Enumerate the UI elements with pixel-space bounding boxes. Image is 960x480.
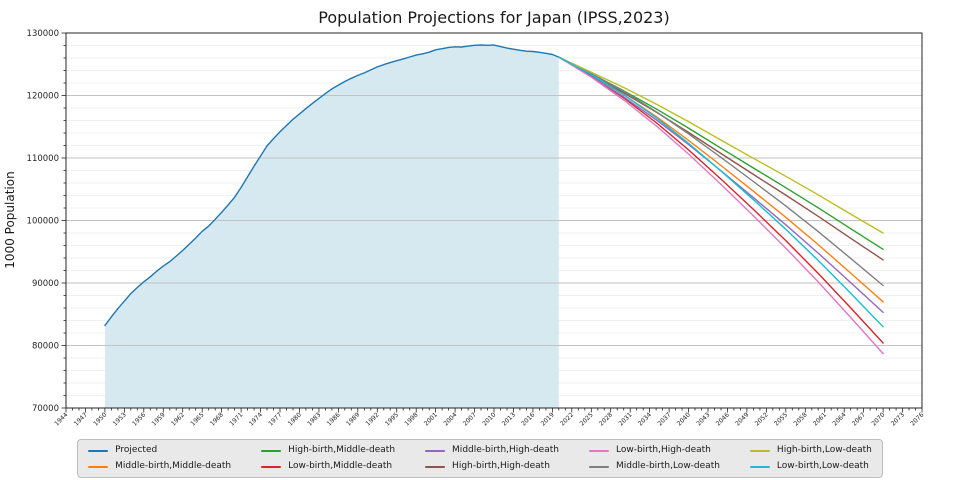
y-tick-label: 130000 [27,29,59,39]
legend-line-swatch [261,449,282,452]
x-tick-label: 2007 [462,411,478,427]
x-tick-label: 2010 [481,411,497,427]
legend-line-swatch [425,465,446,468]
x-tick-label: 1947 [73,411,89,427]
legend-label: Middle-birth,Low-death [615,461,720,471]
x-tick-label: 2049 [734,411,750,427]
x-tick-label: 2019 [540,411,556,427]
y-tick-label: 100000 [27,217,59,227]
x-tick-label: 2043 [695,411,711,427]
historical-area-layer [104,45,559,408]
legend-line-swatch [425,449,446,452]
y-tick-label: 80000 [32,342,59,352]
y-tick-label: 70000 [32,404,59,414]
series-line-projected [104,44,560,327]
legend-item-high-birth-high-death: High-birth,High-death [425,460,559,473]
y-tick-label: 120000 [27,92,59,102]
x-tick-label: 2001 [423,411,439,427]
legend-item-low-birth-high-death: Low-birth,High-death [588,444,720,457]
x-tick-label: 1986 [326,411,342,427]
legend-line-swatch [588,465,609,468]
x-tick-label: 2004 [442,411,458,427]
x-tick-label: 1977 [267,411,283,427]
legend-label: High-birth,High-death [452,461,550,471]
legend-line-swatch [88,449,109,452]
legend-label: Low-birth,High-death [615,445,711,455]
x-tick-label: 1989 [345,411,361,427]
legend-line-swatch [588,449,609,452]
x-tick-label: 1950 [92,411,108,427]
series-line-high-birth-low-death [558,56,884,234]
x-tick-label: 1998 [404,411,420,427]
x-tick-label: 1959 [151,411,167,427]
x-tick-label: 2022 [559,411,575,427]
legend-item-high-birth-low-death: High-birth,Low-death [749,444,872,457]
series-line-low-birth-high-death [558,56,884,355]
x-tick-label: 2031 [618,411,634,427]
chart-title: Population Projections for Japan (IPSS,2… [318,8,669,27]
x-tick-label: 1980 [287,411,303,427]
legend-label: Low-birth,Low-death [776,461,869,471]
axis-ticks [61,32,923,413]
series-line-low-birth-low-death [558,56,884,328]
legend-item-middle-birth-low-death: Middle-birth,Low-death [588,460,720,473]
legend-item-middle-birth-high-death: Middle-birth,High-death [425,444,559,457]
y-axis-label: 1000 Population [3,171,17,268]
x-tick-label: 1956 [131,411,147,427]
legend-item-projected: Projected [88,444,231,457]
x-tick-label: 1962 [170,411,186,427]
x-tick-label: 2058 [793,411,809,427]
legend-label: High-birth,Low-death [776,445,872,455]
chart-canvas: 1944 1947 1950 1953 1956 1959 1962 1965 1968 1971… [3,8,925,428]
x-tick-label: 2016 [520,411,536,427]
x-tick-label: 1953 [112,411,128,427]
chart-legend: Projected Middle-birth,Middle-death High-b… [77,439,883,478]
x-tick-label: 2037 [656,411,672,427]
x-tick-label: 2076 [909,411,925,427]
legend-label: Middle-birth,High-death [452,445,559,455]
historical-area [104,45,559,408]
legend-item-low-birth-low-death: Low-birth,Low-death [749,460,872,473]
series-lines [104,44,884,355]
legend-item-low-birth-middle-death: Low-birth,Middle-death [261,460,395,473]
y-tick-label: 110000 [27,154,59,164]
legend-label: Low-birth,Middle-death [288,461,393,471]
x-tick-label: 1992 [365,411,381,427]
x-tick-label: 2034 [637,411,653,427]
legend-line-swatch [749,465,770,468]
x-tick-label: 2055 [773,411,789,427]
x-tick-label: 2064 [832,411,848,427]
legend-item-middle-birth-middle-death: Middle-birth,Middle-death [88,460,231,473]
x-tick-label: 1968 [209,411,225,427]
x-tick-label: 2028 [598,411,614,427]
x-tick-label: 1971 [228,411,244,427]
x-tick-label: 1974 [248,411,264,427]
legend-label: High-birth,Middle-death [288,445,396,455]
legend-item-high-birth-middle-death: High-birth,Middle-death [261,444,395,457]
legend-line-swatch [749,449,770,452]
y-axis-tick-labels: 70000 80000 90000 100000 110000 120000 130000 [27,29,59,414]
y-major-gridlines [66,95,922,346]
x-tick-label: 2046 [715,411,731,427]
x-tick-label: 2013 [501,411,517,427]
legend-label: Projected [115,445,158,455]
legend-label: Middle-birth,Middle-death [115,461,232,471]
legend-line-swatch [88,465,109,468]
series-line-high-birth-high-death [558,56,884,261]
series-line-middle-birth-low-death [558,56,884,287]
x-tick-label: 1965 [190,411,206,427]
x-tick-label: 2061 [812,411,828,427]
x-tick-label: 2052 [754,411,770,427]
x-axis-tick-labels: 1944 1947 1950 1953 1956 1959 1962 1965 1968 1971… [53,411,925,427]
x-tick-label: 2067 [851,411,867,427]
x-tick-label: 2040 [676,411,692,427]
x-tick-label: 2073 [890,411,906,427]
x-tick-label: 1983 [306,411,322,427]
x-tick-label: 2025 [579,411,595,427]
x-tick-label: 1995 [384,411,400,427]
x-tick-label: 2070 [870,411,886,427]
y-tick-label: 90000 [32,279,59,289]
legend-line-swatch [261,465,282,468]
